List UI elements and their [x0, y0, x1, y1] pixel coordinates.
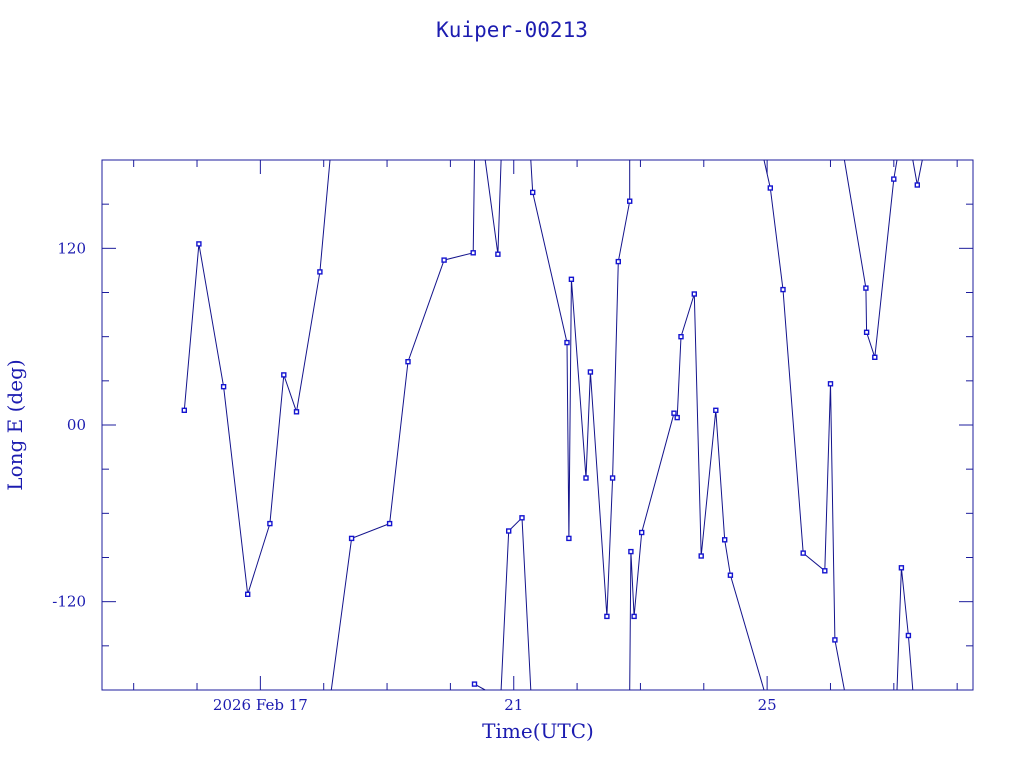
series-longitude: [181, 159, 923, 691]
data-point: [583, 475, 589, 481]
data-point: [281, 372, 287, 378]
data-point: [727, 572, 734, 578]
data-point: [441, 257, 447, 263]
data-point: [863, 329, 870, 335]
series-line-segment: [896, 567, 914, 691]
x-tick-label: 25: [758, 696, 777, 714]
data-point: [196, 241, 202, 247]
tick-labels: 2026 Feb 17 21 25 120 00 -120: [52, 239, 776, 714]
series-line-segment: [530, 159, 631, 617]
data-point: [348, 535, 355, 542]
data-point: [587, 369, 594, 375]
data-point: [506, 528, 512, 534]
data-point: [898, 565, 905, 571]
data-point: [564, 339, 570, 346]
data-point: [627, 198, 633, 204]
data-point: [568, 276, 575, 282]
series-line-segment: [330, 159, 475, 691]
series-line-segment: [484, 159, 502, 255]
data-point: [832, 637, 838, 643]
data-point: [244, 591, 251, 597]
data-point: [891, 176, 897, 182]
chart-title: Kuiper-00213: [436, 18, 588, 42]
data-point: [713, 407, 719, 413]
series-line-segment: [763, 159, 845, 691]
data-point: [767, 185, 773, 191]
data-point: [628, 548, 634, 555]
plot-frame: [101, 159, 974, 691]
series-line-segment: [843, 159, 898, 358]
data-point: [691, 291, 697, 297]
data-point: [220, 384, 227, 390]
axis-ticks: [102, 159, 973, 691]
data-point: [519, 515, 525, 521]
y-axis-label: Long E (deg): [3, 359, 27, 490]
y-tick-label: -120: [52, 593, 86, 611]
x-tick-label: 2026 Feb 17: [213, 696, 308, 714]
data-point: [386, 520, 393, 527]
data-point: [822, 568, 828, 574]
data-point: [495, 251, 501, 257]
data-point: [863, 285, 869, 291]
series-line-segment: [500, 516, 532, 691]
data-point: [317, 269, 323, 275]
x-axis-label: Time(UTC): [482, 719, 594, 743]
data-point: [905, 632, 912, 639]
y-tick-label: 00: [67, 416, 86, 434]
data-point: [827, 381, 834, 387]
data-point: [639, 529, 645, 536]
data-point: [405, 359, 411, 365]
data-point: [780, 286, 786, 293]
data-point: [674, 414, 680, 421]
data-point: [604, 613, 610, 620]
series-line-segment: [629, 293, 765, 691]
data-point: [722, 537, 728, 543]
data-point: [914, 182, 920, 188]
data-point: [800, 550, 806, 556]
data-point: [698, 553, 704, 559]
data-point: [293, 409, 300, 415]
data-point: [470, 250, 476, 256]
data-point: [267, 520, 273, 527]
data-point: [530, 189, 536, 196]
data-point: [471, 681, 478, 687]
data-point: [609, 475, 616, 481]
data-point: [615, 258, 621, 265]
data-point: [631, 613, 637, 620]
data-point: [671, 410, 677, 416]
data-point: [872, 354, 878, 360]
data-point: [181, 407, 188, 413]
data-point: [566, 535, 572, 542]
series-line-segment: [912, 159, 923, 186]
data-point: [678, 334, 684, 340]
series-line-segment: [183, 159, 331, 595]
y-tick-label: 120: [57, 239, 86, 257]
x-tick-label: 21: [504, 696, 523, 714]
